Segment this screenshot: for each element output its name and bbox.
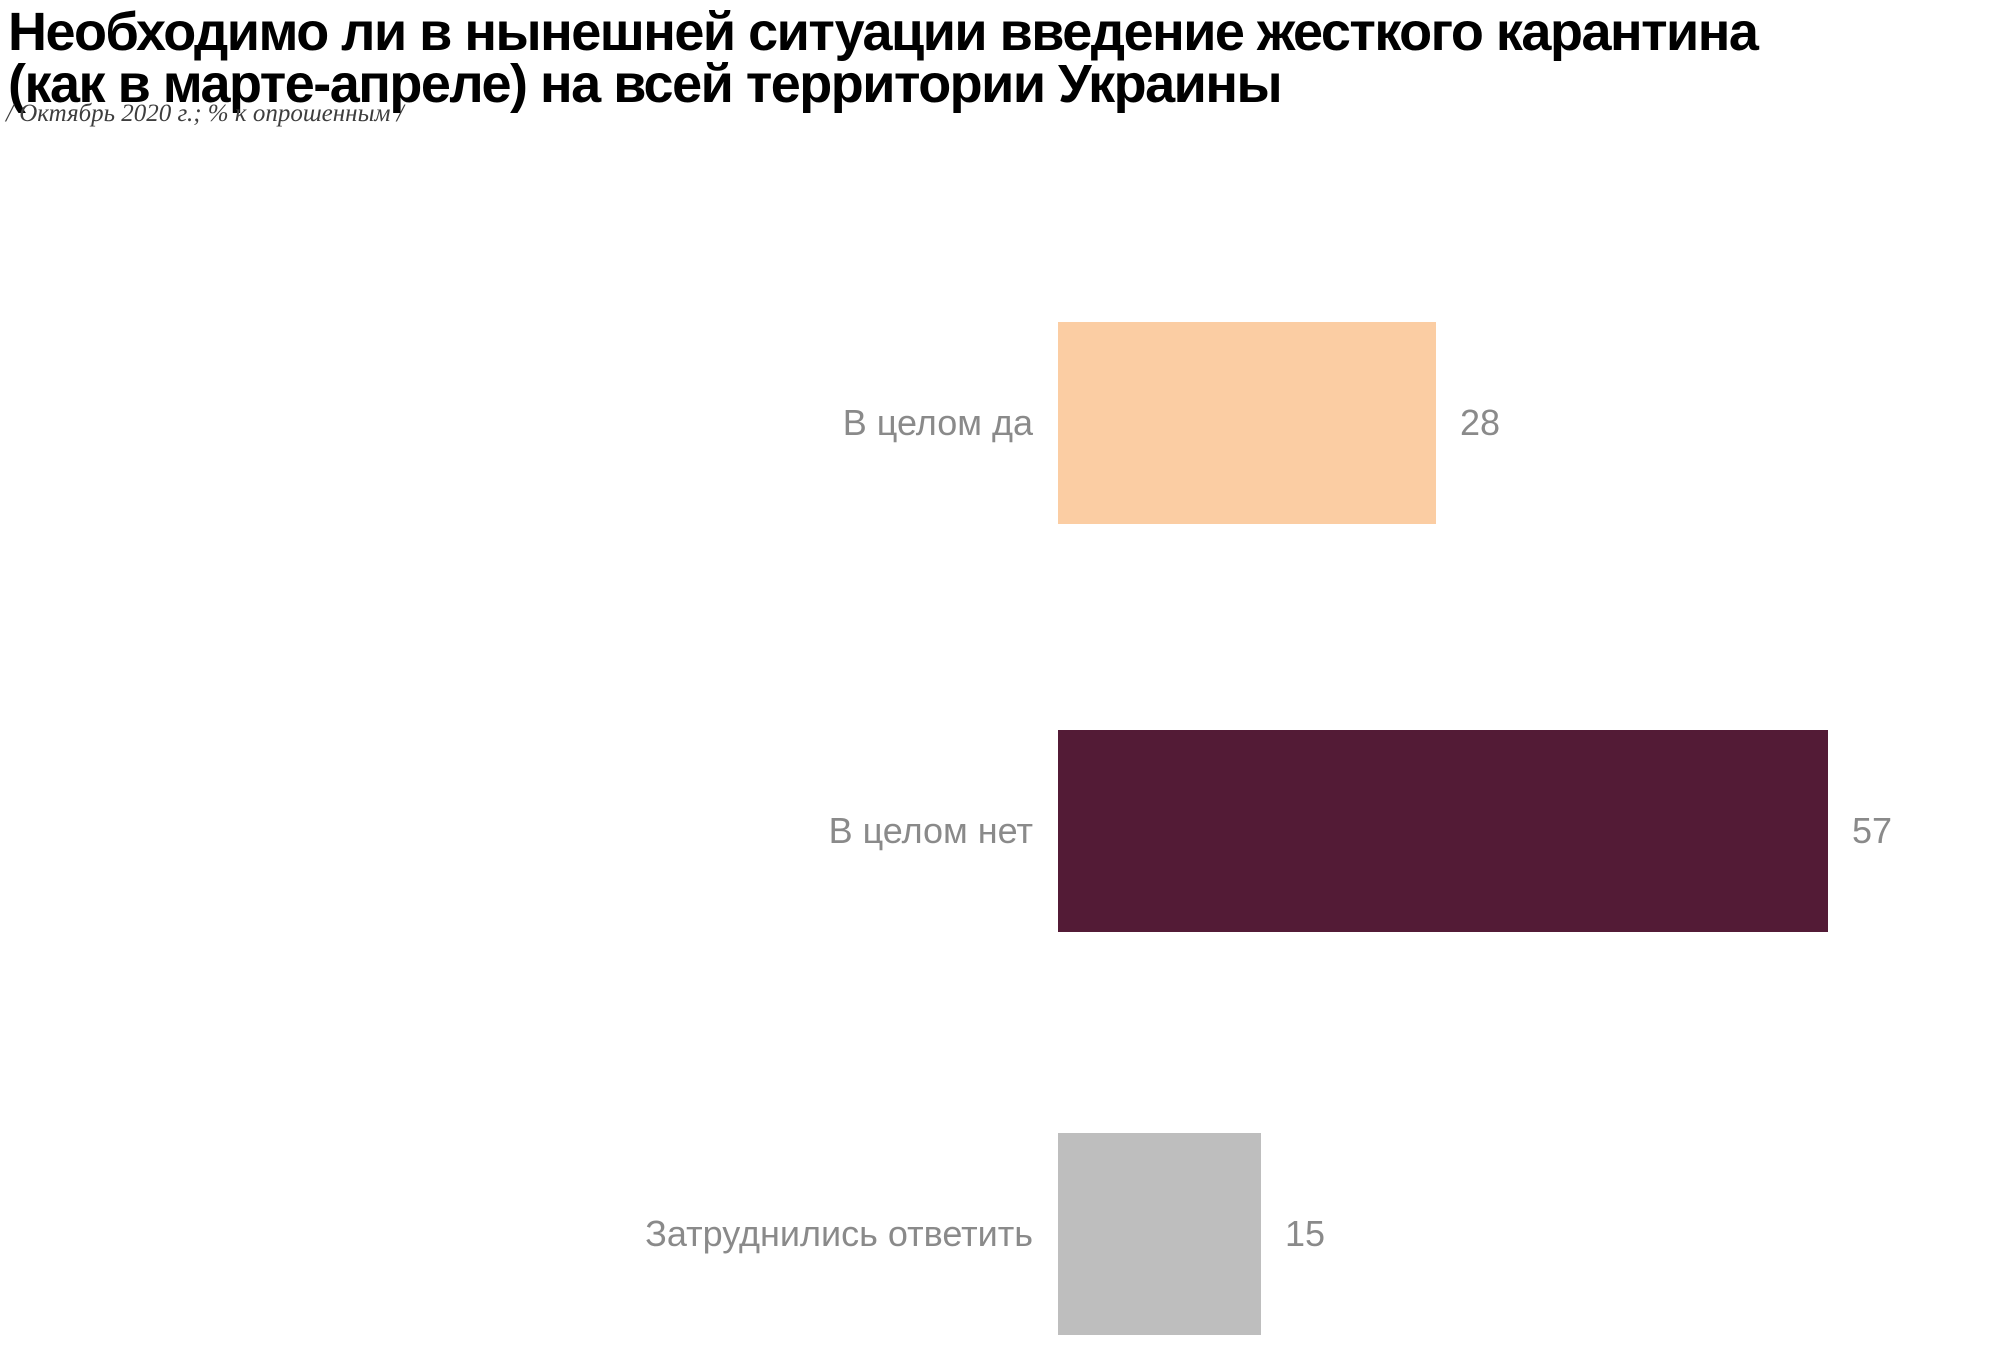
value-label: 28 xyxy=(1460,402,1501,443)
chart-title: Необходимо ли в нынешней ситуации введен… xyxy=(8,2,1759,114)
category-label: В целом да xyxy=(842,402,1033,443)
bar-row: В целом да 28 xyxy=(0,322,1500,524)
bar xyxy=(1058,322,1436,524)
category-label: Затруднились ответить xyxy=(645,1213,1033,1254)
bar-row: Затруднились ответить 15 xyxy=(0,1133,1325,1335)
bar-row: В целом нет 57 xyxy=(0,730,1892,932)
bar xyxy=(1058,730,1828,932)
chart-title-line1: Необходимо ли в нынешней ситуации введен… xyxy=(8,2,1759,62)
value-label: 57 xyxy=(1852,810,1893,851)
value-label: 15 xyxy=(1285,1213,1326,1254)
bar xyxy=(1058,1133,1261,1335)
chart-subtitle: / Октябрь 2020 г.; % к опрошенным / xyxy=(6,100,404,127)
category-label: В целом нет xyxy=(828,810,1033,851)
chart-title-line2: (как в марте-апреле) на всей территории … xyxy=(8,54,1283,114)
